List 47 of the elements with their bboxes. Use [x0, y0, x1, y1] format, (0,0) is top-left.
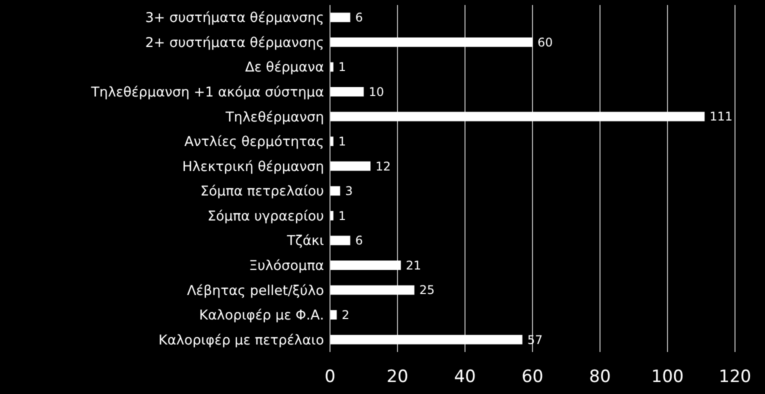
- y-tick-label: Σόμπα υγραερίου: [208, 208, 324, 224]
- data-label: 25: [419, 283, 435, 298]
- data-label: 10: [368, 84, 384, 99]
- bar: [330, 37, 532, 47]
- bar: [330, 161, 370, 171]
- data-label: 111: [710, 110, 733, 124]
- y-tick-label: Τζάκι: [286, 233, 324, 250]
- data-label: 21: [406, 258, 422, 272]
- y-tick-label: Ηλεκτρική θέρμανση: [182, 158, 324, 175]
- data-label: 1: [338, 208, 346, 223]
- x-tick-label: 60: [522, 367, 544, 387]
- bar: [330, 112, 705, 122]
- data-label: 60: [538, 35, 553, 50]
- y-tick-label: Τηλεθέρμανση +1 ακόμα σύστημα: [90, 84, 324, 100]
- data-label: 6: [355, 10, 363, 25]
- x-tick-label: 20: [386, 367, 408, 387]
- y-tick-label: Τηλεθέρμανση: [224, 109, 324, 126]
- bar: [330, 260, 401, 270]
- data-label: 6: [355, 234, 363, 248]
- data-label: 12: [376, 159, 391, 174]
- y-tick-label: Λέβητας pellet/ξύλο: [186, 282, 324, 299]
- y-tick-label: Ξυλόσομπα: [248, 258, 324, 274]
- bar: [330, 12, 350, 22]
- x-tick-label: 0: [324, 367, 336, 387]
- x-tick-label: 120: [718, 367, 752, 387]
- bar: [330, 310, 337, 320]
- bar: [330, 210, 334, 220]
- bar: [330, 236, 350, 246]
- y-tick-label: 3+ συστήματα θέρμανσης: [145, 10, 324, 26]
- y-tick-label: Δε θέρμανα: [245, 60, 324, 76]
- y-tick-label: Καλοριφέρ με πετρέλαιο: [158, 332, 324, 348]
- x-tick-label: 80: [589, 367, 611, 387]
- data-label: 3: [345, 184, 353, 198]
- data-label: 1: [338, 134, 346, 149]
- x-tick-label: 100: [651, 367, 684, 387]
- data-label: 1: [338, 60, 346, 74]
- bar: [330, 87, 364, 96]
- y-tick-label: 2+ συστήματα θέρμανσης: [145, 34, 324, 51]
- y-tick-label: Σόμπα πετρελαίου: [200, 184, 324, 200]
- bar: [330, 285, 414, 295]
- bar: [330, 136, 334, 146]
- data-label: 2: [342, 308, 350, 322]
- bar: [330, 186, 340, 196]
- y-tick-label: Καλοριφέρ με Φ.Α.: [199, 308, 324, 324]
- bar: [330, 334, 522, 344]
- x-tick-label: 40: [454, 367, 476, 387]
- y-tick-label: Αντλίες θερμότητας: [184, 134, 324, 150]
